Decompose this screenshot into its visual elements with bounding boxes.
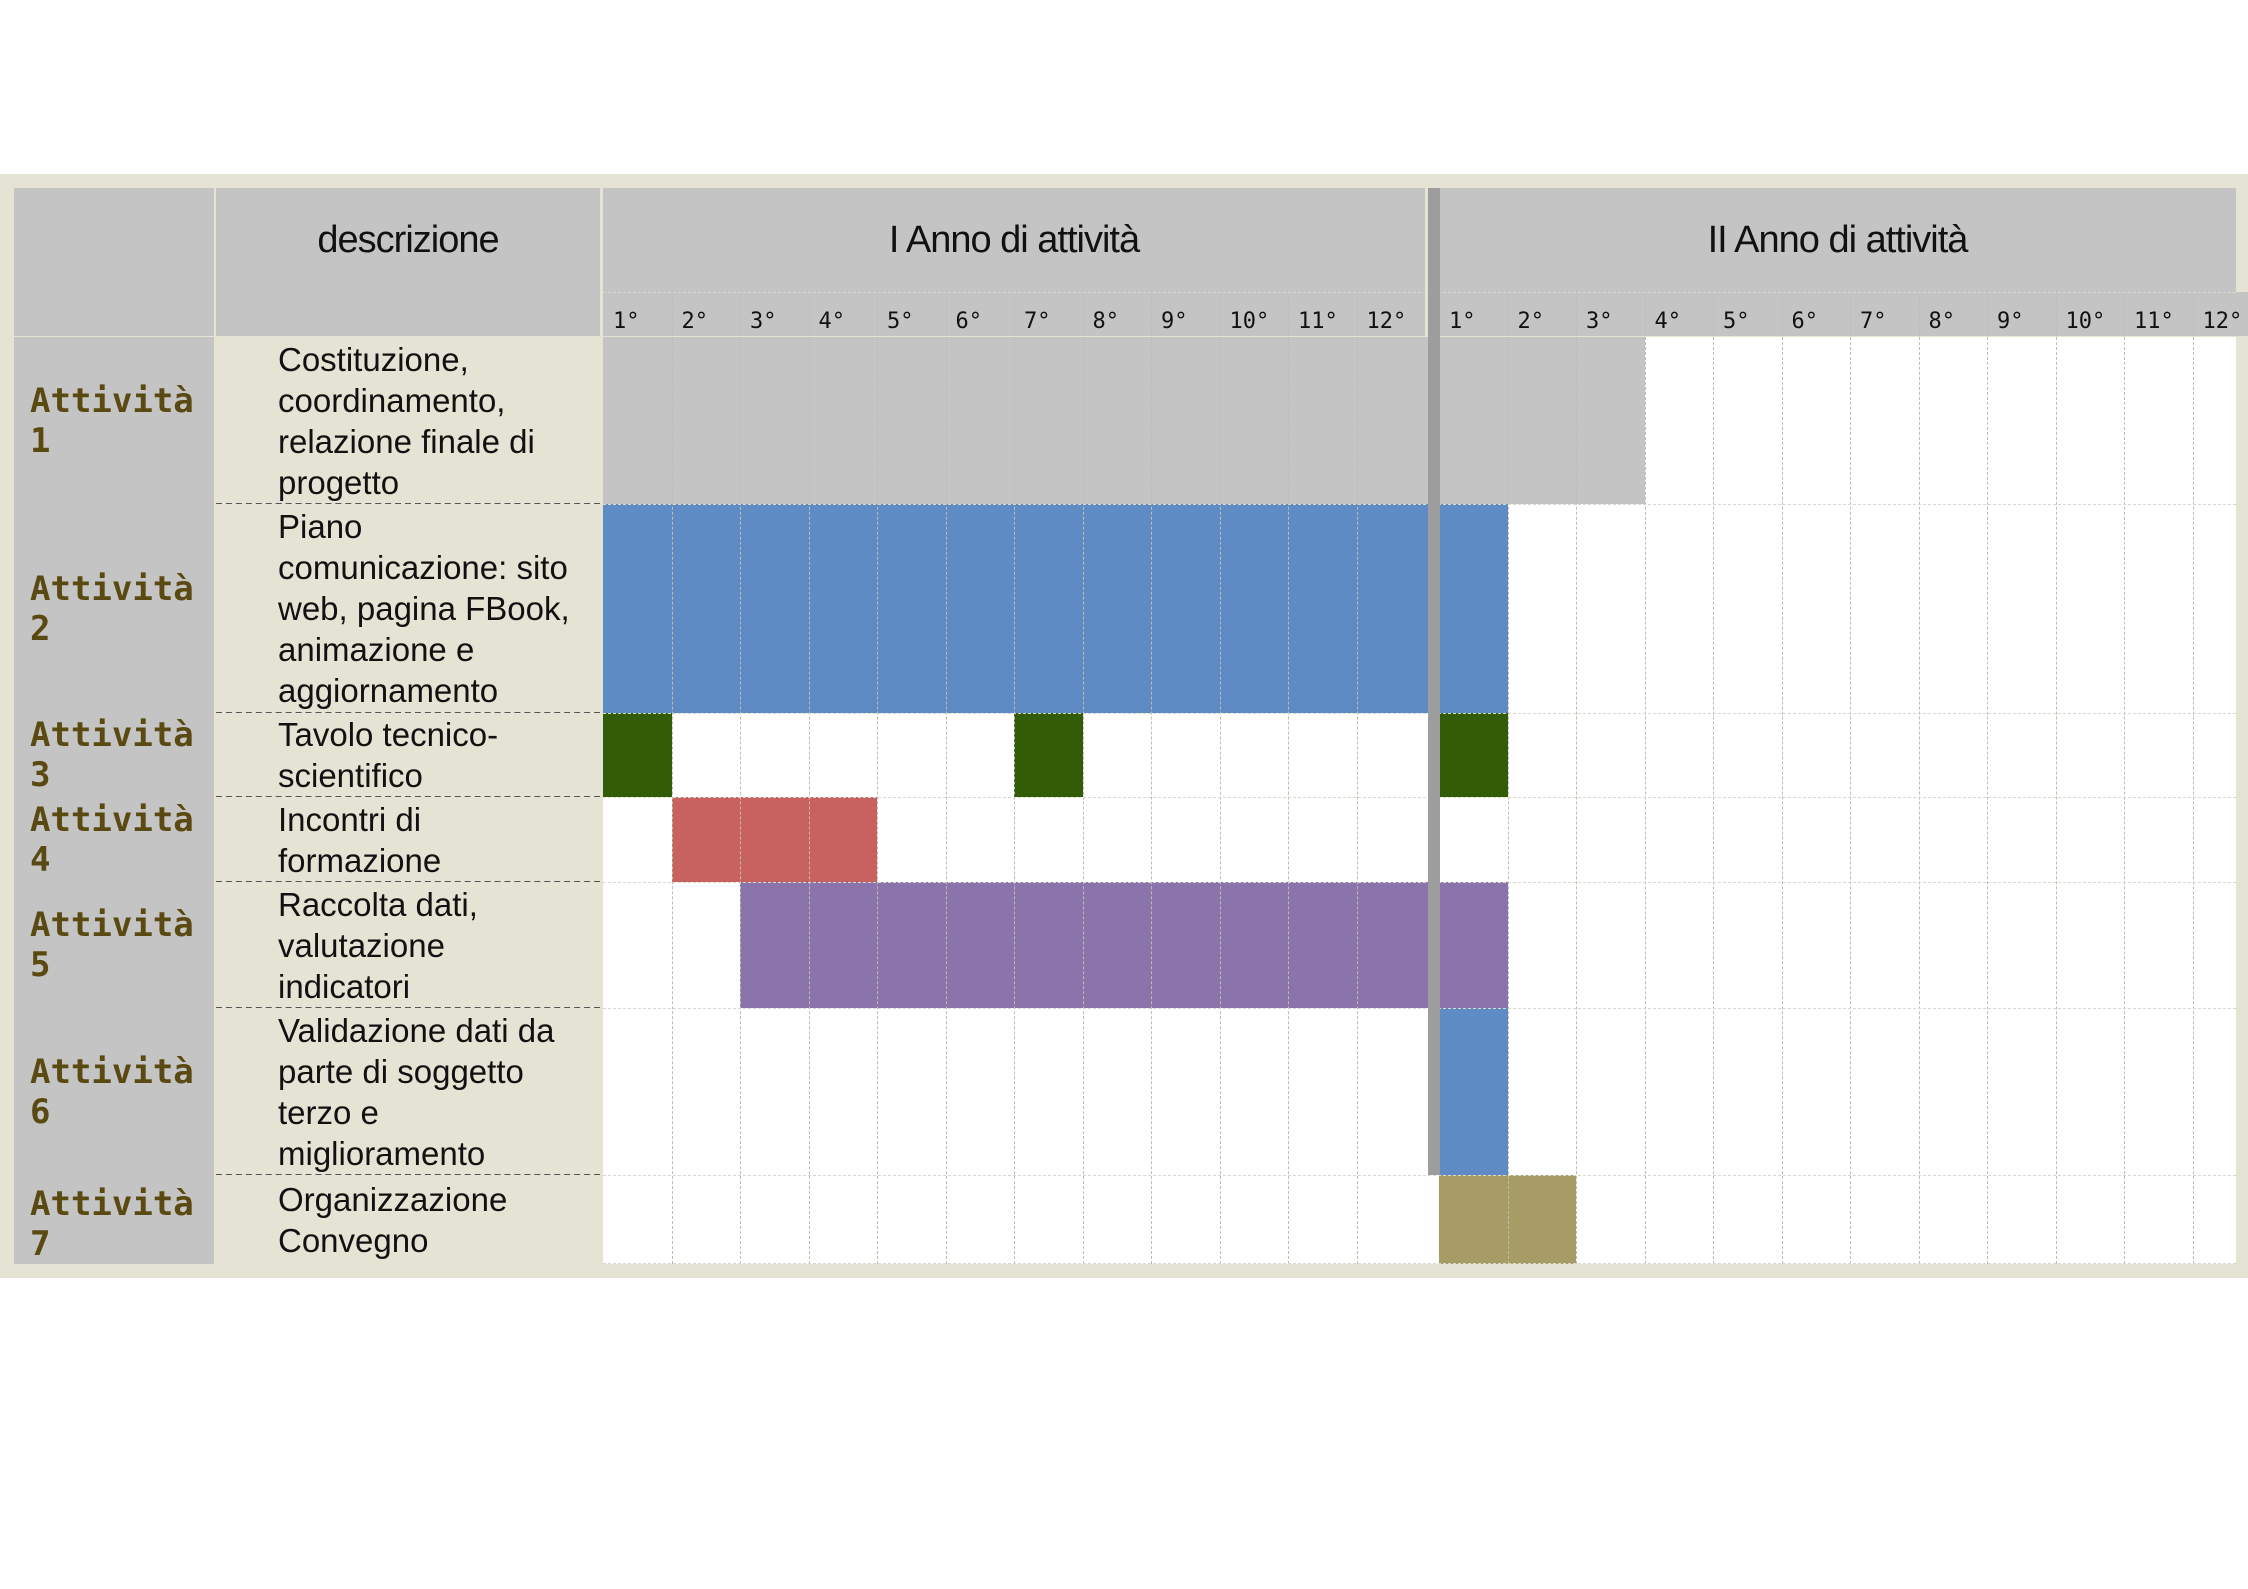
grid-column-line-3 <box>740 292 741 1264</box>
grid-column-line-10 <box>1219 292 1221 1264</box>
activity-description-7: Organizzazione Convegno <box>216 1175 600 1264</box>
grid-column-line-5 <box>877 292 878 1264</box>
activity-description-1: Costituzione, coordinamento, relazione f… <box>216 337 600 504</box>
grid-row-line-2 <box>603 713 2236 714</box>
month-header-12: 12° <box>1356 292 1425 336</box>
grid-row-line-6 <box>603 1175 2236 1176</box>
month-header-9: 9° <box>1151 292 1220 336</box>
activity-label-7: Attività 7 <box>14 1175 214 1264</box>
activity-description-text-5: Raccolta dati, valutazione indicatori <box>278 885 478 1005</box>
activity-description-text-6: Validazione dati da parte di soggetto te… <box>278 1011 555 1172</box>
grid-column-line-6 <box>945 292 947 1264</box>
grid-row-line-1 <box>603 504 2236 505</box>
month-header-19: 7° <box>1850 292 1919 336</box>
grid-column-line-9 <box>1151 292 1152 1264</box>
header-year-2: II Anno di attività <box>1439 188 2236 292</box>
grid-row-line-3 <box>603 797 2236 798</box>
month-header-14: 2° <box>1507 292 1576 336</box>
activity-description-6: Validazione dati da parte di soggetto te… <box>216 1008 600 1175</box>
grid-row-line-4 <box>603 882 2236 883</box>
month-header-13: 1° <box>1439 292 1508 336</box>
month-header-21: 9° <box>1987 292 2056 336</box>
grid-column-line-2 <box>671 292 673 1264</box>
activity-label-6: Attività 6 <box>14 1008 214 1175</box>
month-header-18: 6° <box>1781 292 1850 336</box>
grid-row-line-top <box>603 292 2236 293</box>
activity-description-text-2: Piano comunicazione: sito web, pagina FB… <box>278 508 570 709</box>
activity-description-text-7: Organizzazione Convegno <box>278 1180 508 1259</box>
month-header-16: 4° <box>1644 292 1713 336</box>
activity-description-5: Raccolta dati, valutazione indicatori <box>216 882 600 1008</box>
grid-column-line-4 <box>808 292 810 1264</box>
month-header-24: 12° <box>2192 292 2248 336</box>
activity-label-5: Attività 5 <box>14 882 214 1008</box>
grid-column-line-16 <box>1644 292 1646 1264</box>
grid-column-line-7 <box>1014 292 1015 1264</box>
month-header-23: 11° <box>2124 292 2193 336</box>
month-header-3: 3° <box>740 292 809 336</box>
activity-description-text-3: Tavolo tecnico-scientifico <box>278 716 499 794</box>
month-header-5: 5° <box>877 292 946 336</box>
grid-column-line-24 <box>2192 292 2194 1264</box>
month-header-11: 11° <box>1288 292 1357 336</box>
activity-label-4: Attività 4 <box>14 797 214 882</box>
grid-column-line-15 <box>1576 292 1577 1264</box>
activity-label-2: Attività 2 <box>14 504 214 713</box>
header-year-1: I Anno di attività <box>603 188 1425 292</box>
month-header-1: 1° <box>603 292 672 336</box>
grid-column-line-22 <box>2055 292 2057 1264</box>
bar-activity-3-3 <box>1439 713 1508 797</box>
grid-column-line-20 <box>1918 292 1920 1264</box>
year-divider <box>1428 188 1440 1175</box>
month-header-17: 5° <box>1713 292 1782 336</box>
bar-activity-3-1 <box>603 713 672 797</box>
grid-column-line-14 <box>1507 292 1509 1264</box>
bar-activity-2-1 <box>603 504 1508 713</box>
bar-activity-4-1 <box>671 797 877 882</box>
month-header-15: 3° <box>1576 292 1645 336</box>
grid-column-line-18 <box>1781 292 1783 1264</box>
header-corner <box>14 188 214 336</box>
grid-row-line-5 <box>603 1008 2236 1009</box>
month-header-4: 4° <box>808 292 877 336</box>
month-header-2: 2° <box>671 292 740 336</box>
month-header-22: 10° <box>2055 292 2124 336</box>
grid-row-line-bottom <box>603 1263 2236 1264</box>
bar-activity-1-1 <box>603 337 1645 504</box>
activity-description-4: Incontri di formazione <box>216 797 600 882</box>
bar-activity-6-1 <box>1439 1008 1508 1175</box>
bar-activity-3-2 <box>1014 713 1083 797</box>
header-description-sub <box>216 292 600 336</box>
activity-description-text-4: Incontri di formazione <box>278 800 442 879</box>
grid-column-line-17 <box>1713 292 1714 1264</box>
activity-description-3: Tavolo tecnico-scientifico <box>216 713 600 797</box>
activity-description-2: Piano comunicazione: sito web, pagina FB… <box>216 504 600 713</box>
grid-column-line-8 <box>1082 292 1084 1264</box>
grid-column-line-11 <box>1288 292 1289 1264</box>
activity-label-1: Attività 1 <box>14 337 214 504</box>
grid-column-line-23 <box>2124 292 2125 1264</box>
bar-activity-5-1 <box>740 882 1508 1008</box>
month-header-10: 10° <box>1219 292 1288 336</box>
activity-label-3: Attività 3 <box>14 713 214 797</box>
month-header-6: 6° <box>945 292 1014 336</box>
month-header-7: 7° <box>1014 292 1083 336</box>
activity-description-text-1: Costituzione, coordinamento, relazione f… <box>278 340 535 501</box>
month-header-8: 8° <box>1082 292 1151 336</box>
grid-column-line-19 <box>1850 292 1851 1264</box>
grid-column-line-21 <box>1987 292 1988 1264</box>
header-description: descrizione <box>216 188 600 292</box>
month-header-20: 8° <box>1918 292 1987 336</box>
grid-column-line-12 <box>1356 292 1358 1264</box>
